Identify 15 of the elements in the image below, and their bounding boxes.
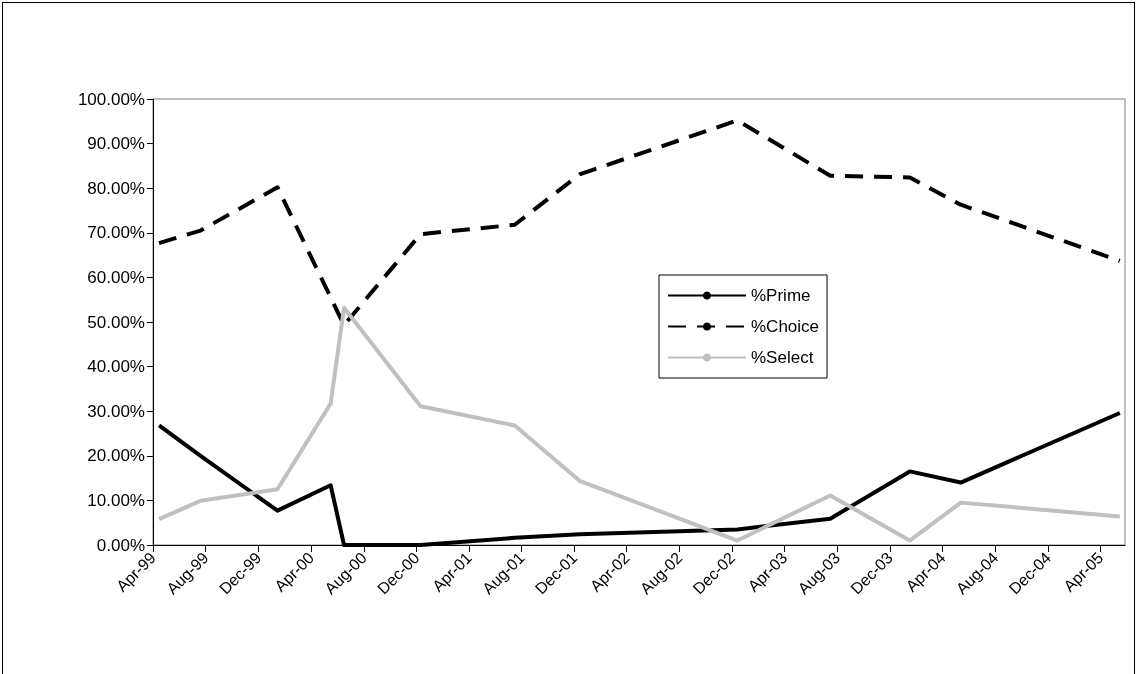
y-tick-label: 90.00% xyxy=(87,134,145,154)
y-tick-label: 50.00% xyxy=(87,312,145,332)
y-tick-label: 30.00% xyxy=(87,401,145,421)
y-tick-label: 60.00% xyxy=(87,267,145,287)
y-tick-label: 80.00% xyxy=(87,178,145,198)
y-tick-label: 10.00% xyxy=(87,490,145,510)
legend-label: %Prime xyxy=(751,286,811,305)
legend-label: %Choice xyxy=(751,317,820,336)
y-tick-label: 100.00% xyxy=(77,89,145,109)
y-tick-label: 70.00% xyxy=(87,223,145,243)
legend-label: %Select xyxy=(751,348,814,367)
line-series xyxy=(157,305,1122,543)
y-tick-label: 0.00% xyxy=(96,535,145,555)
y-tick-label: 40.00% xyxy=(87,357,145,377)
y-tick-label: 20.00% xyxy=(87,446,145,466)
